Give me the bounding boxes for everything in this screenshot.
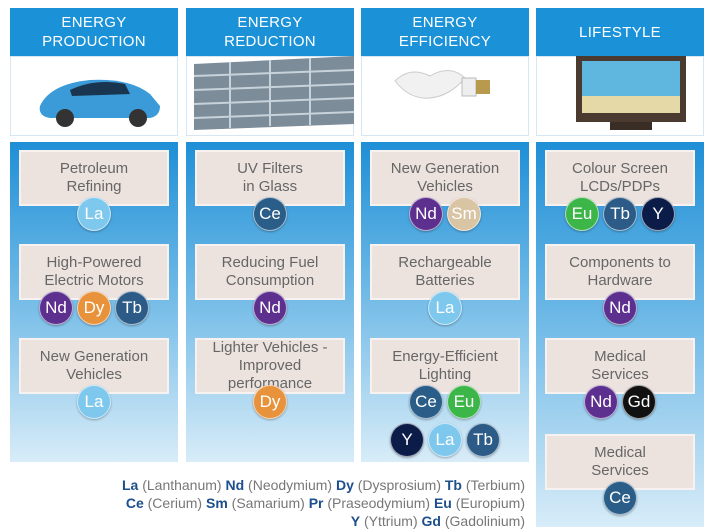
legend-name: (Praseodymium) bbox=[327, 495, 430, 511]
use-label-line: Energy-Efficient bbox=[372, 348, 518, 366]
header-line: ENERGY bbox=[361, 13, 529, 32]
use-label-line: in Glass bbox=[197, 178, 343, 196]
car-picture bbox=[40, 80, 160, 127]
legend-symbol: Eu bbox=[434, 495, 452, 511]
element-badge: Ce bbox=[603, 481, 637, 515]
use-label-line: Petroleum bbox=[21, 160, 167, 178]
use-label-line: New Generation bbox=[21, 348, 167, 366]
legend-symbol: Dy bbox=[336, 477, 354, 493]
element-badge: Dy bbox=[253, 385, 287, 419]
element-badge: Sm bbox=[447, 197, 481, 231]
use-label-line: Consumption bbox=[197, 272, 343, 290]
header-line: EFFICIENCY bbox=[361, 32, 529, 51]
legend-name: (Cerium) bbox=[148, 495, 202, 511]
use-label-line: Vehicles bbox=[21, 366, 167, 384]
use-label-line: New Generation bbox=[372, 160, 518, 178]
use-label-line: Lighter Vehicles - bbox=[197, 339, 343, 357]
legend-name: (Gadolinium) bbox=[445, 513, 525, 529]
header-line: LIFESTYLE bbox=[536, 23, 704, 42]
legend-line: La (Lanthanum) Nd (Neodymium) Dy (Dyspro… bbox=[5, 476, 525, 494]
page: (() => { const data = JSON.parse(documen… bbox=[0, 0, 705, 531]
header-line: ENERGY bbox=[186, 13, 354, 32]
element-badge: Eu bbox=[447, 385, 481, 419]
use-label-line: Batteries bbox=[372, 272, 518, 290]
element-badge: Y bbox=[641, 197, 675, 231]
tv-picture bbox=[576, 56, 686, 130]
use-label-line: Medical bbox=[547, 444, 693, 462]
legend-symbol: Pr bbox=[309, 495, 324, 511]
legend-symbol: Nd bbox=[225, 477, 244, 493]
use-label-line: Hardware bbox=[547, 272, 693, 290]
use-label-line: Lighting bbox=[372, 366, 518, 384]
element-badge: Nd bbox=[253, 291, 287, 325]
legend-name: (Europium) bbox=[456, 495, 525, 511]
pictures bbox=[10, 56, 705, 136]
legend-symbol: Ce bbox=[126, 495, 144, 511]
use-label-line: Medical bbox=[547, 348, 693, 366]
legend-name: (Yttrium) bbox=[364, 513, 418, 529]
use-label-line: UV Filters bbox=[197, 160, 343, 178]
element-badge: Nd bbox=[39, 291, 73, 325]
element-badge: La bbox=[77, 197, 111, 231]
use-label-line: Reducing Fuel bbox=[197, 254, 343, 272]
legend-symbol: Tb bbox=[445, 477, 462, 493]
element-badge: La bbox=[428, 423, 462, 457]
element-badge: Nd bbox=[409, 197, 443, 231]
element-badge: Ce bbox=[409, 385, 443, 419]
use-label-line: LCDs/PDPs bbox=[547, 178, 693, 196]
use-label-line: Refining bbox=[21, 178, 167, 196]
element-badge: Nd bbox=[584, 385, 618, 419]
building-picture bbox=[194, 56, 354, 130]
legend-name: (Dysprosium) bbox=[358, 477, 441, 493]
use-label-line: Colour Screen bbox=[547, 160, 693, 178]
element-badge: La bbox=[77, 385, 111, 419]
legend-name: (Neodymium) bbox=[248, 477, 332, 493]
column-header: LIFESTYLE bbox=[536, 8, 704, 56]
legend-name: (Terbium) bbox=[466, 477, 525, 493]
use-label-line: High-Powered bbox=[21, 254, 167, 272]
legend-symbol: La bbox=[122, 477, 138, 493]
element-badge: Tb bbox=[466, 423, 500, 457]
element-badge: La bbox=[428, 291, 462, 325]
element-badge: Gd bbox=[622, 385, 656, 419]
element-badge: Y bbox=[390, 423, 424, 457]
use-label-line: Vehicles bbox=[372, 178, 518, 196]
element-badge: Eu bbox=[565, 197, 599, 231]
element-badge: Tb bbox=[603, 197, 637, 231]
bulb-picture bbox=[395, 70, 490, 98]
header-line: PRODUCTION bbox=[10, 32, 178, 51]
legend-name: (Lanthanum) bbox=[142, 477, 221, 493]
element-badge: Dy bbox=[77, 291, 111, 325]
legend-symbol: Gd bbox=[422, 513, 441, 529]
header-line: ENERGY bbox=[10, 13, 178, 32]
element-badge: Ce bbox=[253, 197, 287, 231]
use-label-line: Components to bbox=[547, 254, 693, 272]
use-label-line: Services bbox=[547, 366, 693, 384]
legend-symbol: Y bbox=[351, 513, 360, 529]
legend-line: Ce (Cerium) Sm (Samarium) Pr (Praseodymi… bbox=[5, 494, 525, 512]
element-badge: Nd bbox=[603, 291, 637, 325]
legend-line: Y (Yttrium) Gd (Gadolinium) bbox=[5, 512, 525, 530]
header-line: REDUCTION bbox=[186, 32, 354, 51]
legend-symbol: Sm bbox=[206, 495, 228, 511]
element-badge: Tb bbox=[115, 291, 149, 325]
legend-name: (Samarium) bbox=[232, 495, 305, 511]
use-label-line: Services bbox=[547, 462, 693, 480]
use-label-line: Electric Motors bbox=[21, 272, 167, 290]
use-label-line: Rechargeable bbox=[372, 254, 518, 272]
